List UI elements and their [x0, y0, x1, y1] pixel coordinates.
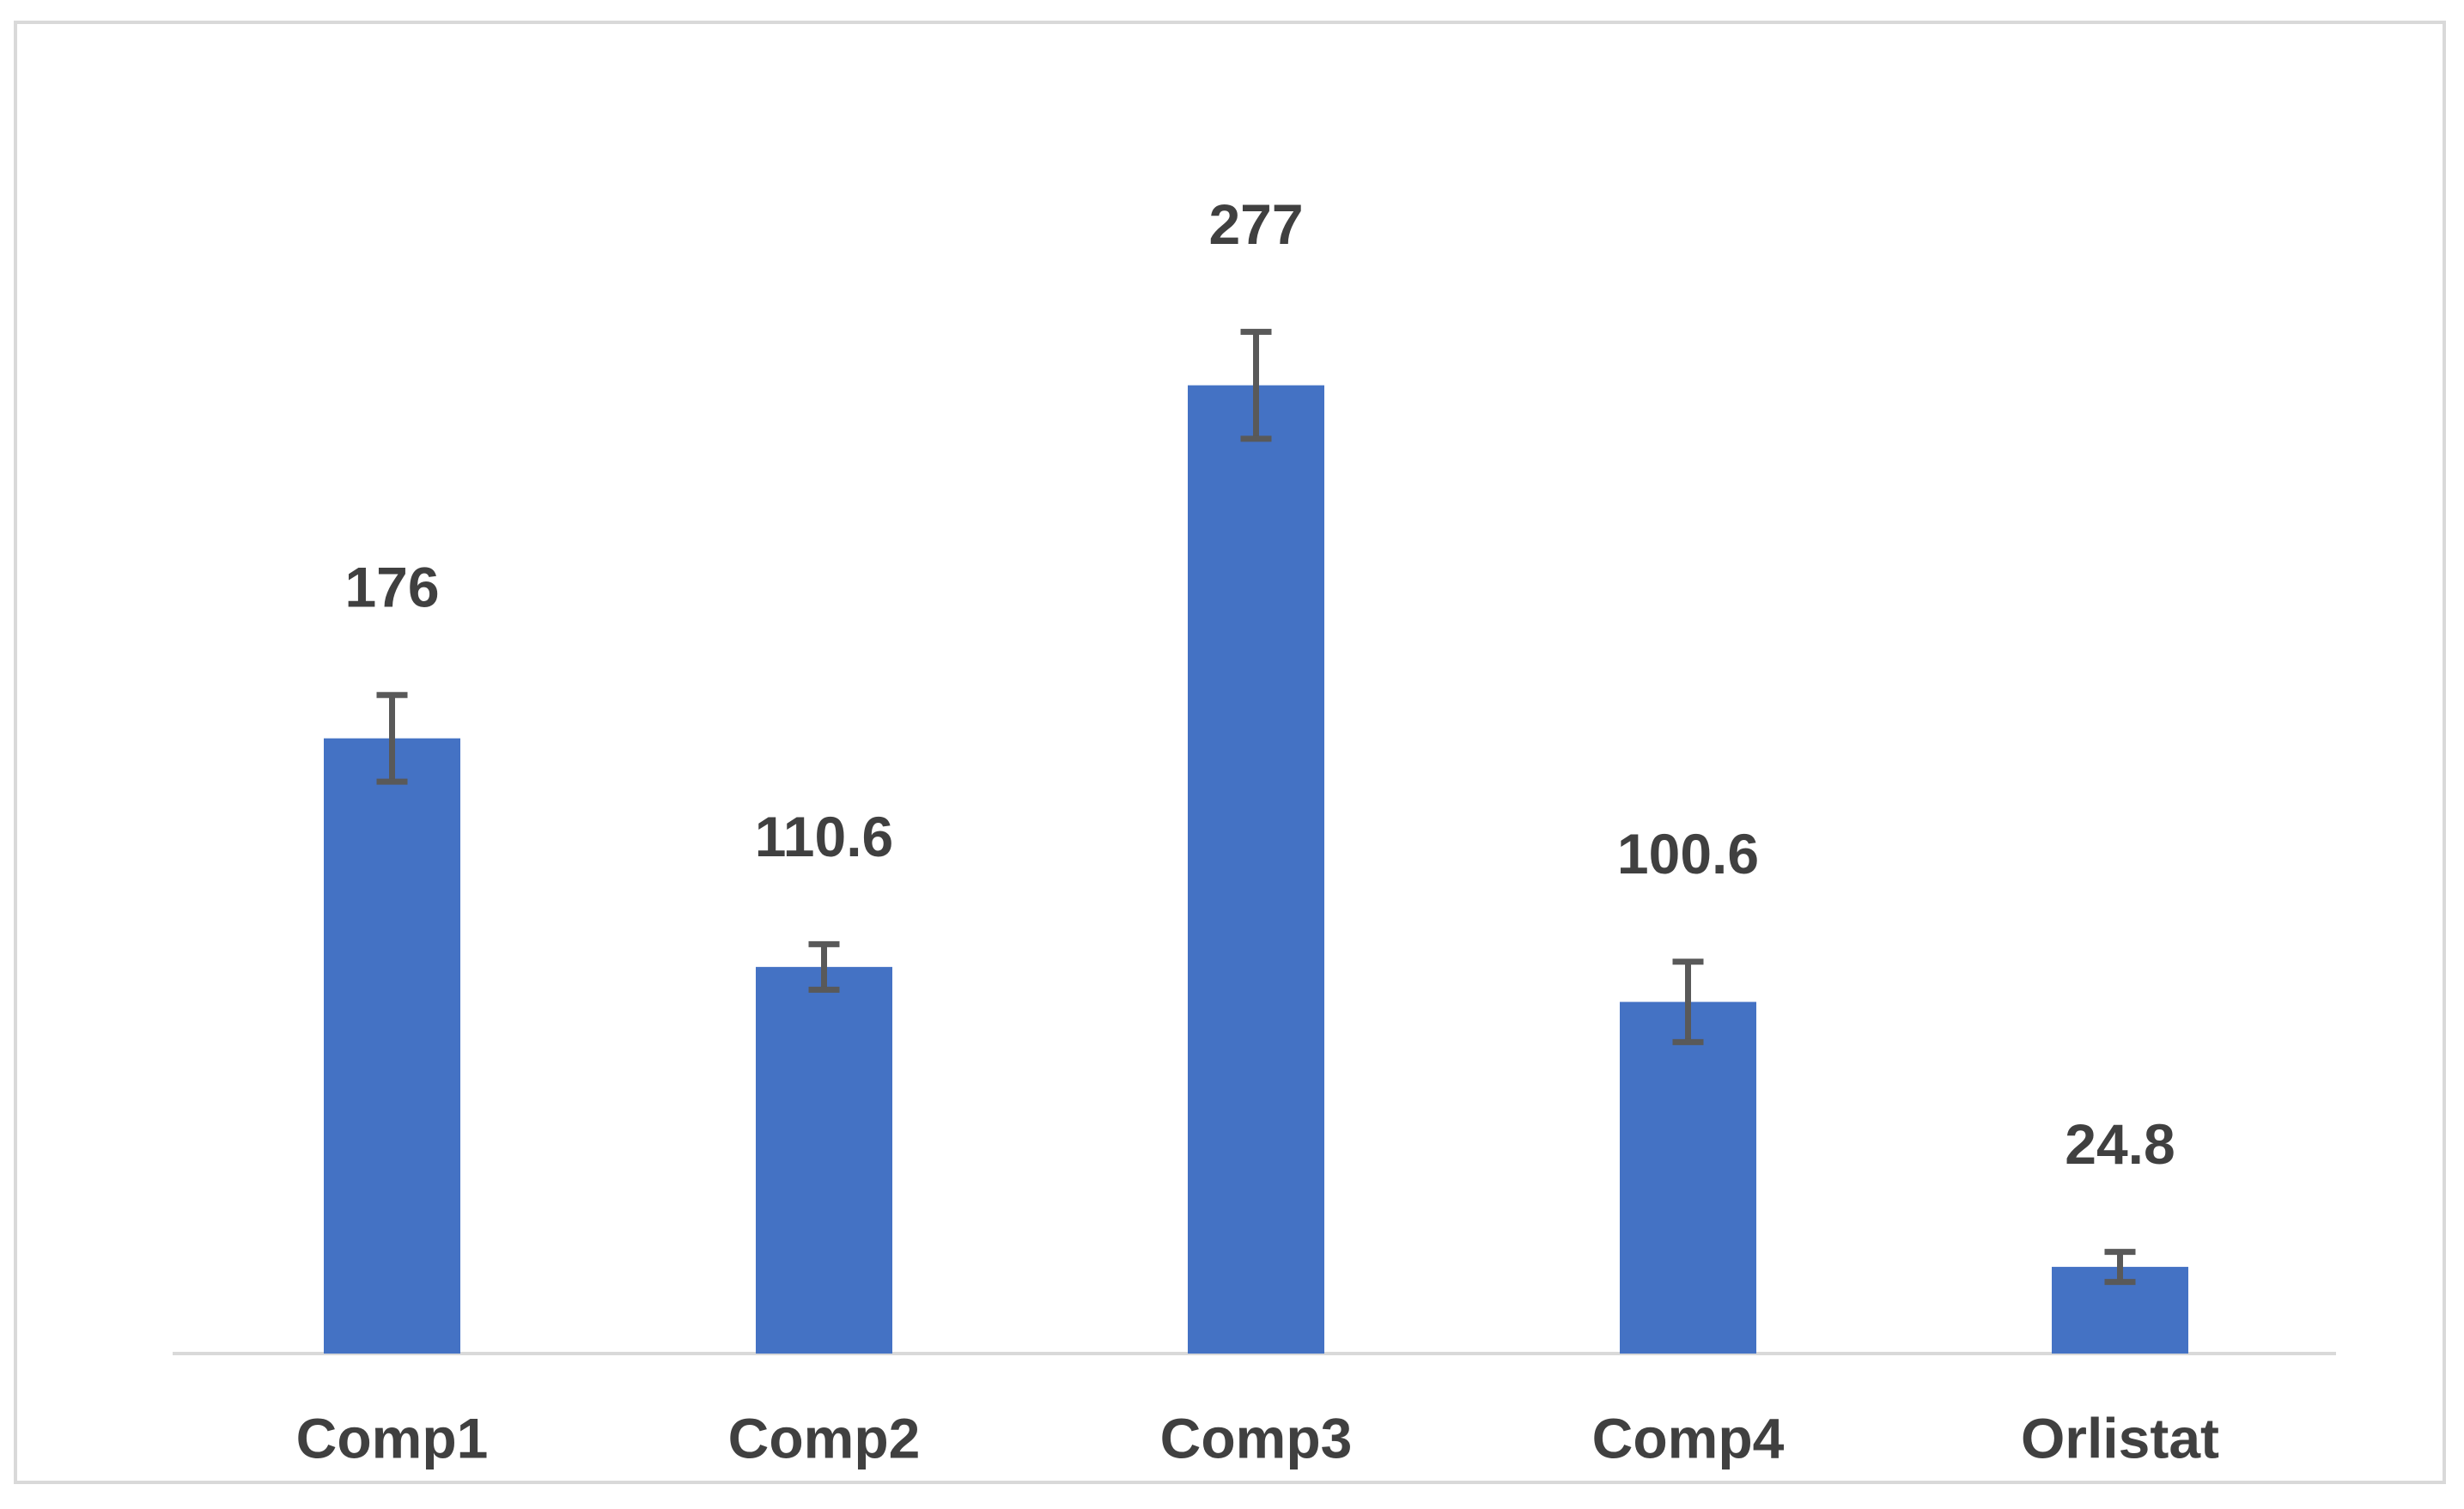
data-label: 24.8	[2065, 1112, 2175, 1176]
x-tick-label: Comp3	[1160, 1406, 1353, 1469]
x-tick-label: Comp2	[728, 1406, 921, 1469]
data-label: 277	[1208, 192, 1303, 256]
data-label: 110.6	[755, 805, 894, 868]
bar	[1620, 1001, 1756, 1354]
bar	[756, 966, 892, 1354]
x-tick-label: Comp4	[1592, 1406, 1785, 1469]
x-tick-label: Orlistat	[2021, 1406, 2219, 1469]
data-label: 176	[344, 556, 439, 619]
x-tick-label: Comp1	[296, 1406, 489, 1469]
data-label: 100.6	[1617, 822, 1759, 885]
bar	[324, 738, 460, 1354]
bar	[1188, 385, 1324, 1354]
